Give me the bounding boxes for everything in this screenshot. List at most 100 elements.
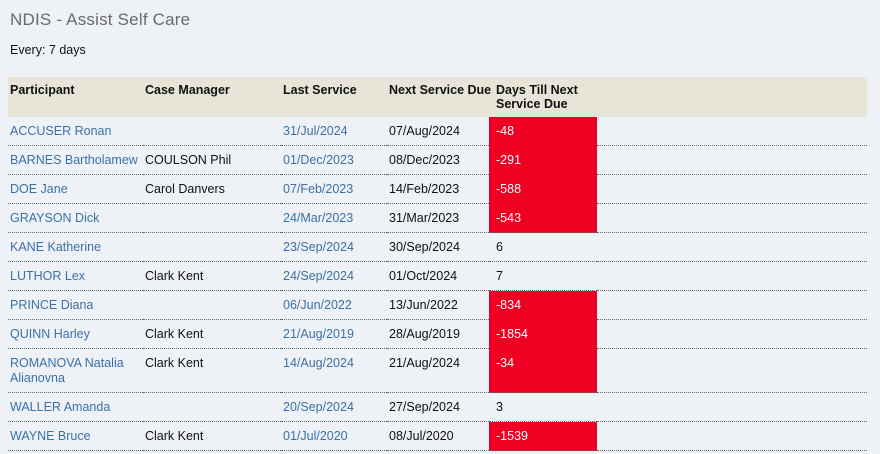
last-service-cell: 01/Dec/2023 [281,145,387,175]
next-service-due-cell: 01/Oct/2024 [387,261,489,291]
frequency-label: Every: 7 days [10,43,86,57]
filler-cell [597,392,867,422]
table-row: BARNES Bartholamew COULSON Phil 01/Dec/202… [8,145,867,175]
participant-link[interactable]: ROMANOVA Natalia Alianovna [10,356,124,385]
participant-link[interactable]: WALLER Amanda [10,400,111,414]
next-service-due-cell: 21/Aug/2024 [387,348,489,393]
participant-link[interactable]: KANE Katherine [10,240,102,254]
last-service-link[interactable]: 07/Feb/2023 [283,182,354,196]
filler-cell [597,117,867,146]
last-service-cell: 31/Jul/2024 [281,117,387,146]
last-service-cell: 20/Sep/2024 [281,392,387,422]
participant-cell: WALLER Amanda [8,392,143,422]
case-manager-cell [143,117,281,146]
participant-cell: BARNES Bartholamew [8,145,143,175]
filler-cell [597,319,867,349]
case-manager-cell [143,290,281,320]
last-service-cell: 01/Jul/2020 [281,421,387,451]
last-service-link[interactable]: 06/Jun/2022 [283,298,352,312]
case-manager-cell [143,392,281,422]
participant-cell: PRINCE Diana [8,290,143,320]
days-till-next-cell: -1854 [489,319,597,349]
service-report-table: Participant Case Manager Last Service Ne… [8,77,867,451]
last-service-link[interactable]: 20/Sep/2024 [283,400,354,414]
participant-cell: ROMANOVA Natalia Alianovna [8,348,143,393]
table-row: QUINN Harley Clark Kent 21/Aug/2019 28/Aug/… [8,319,867,349]
last-service-cell: 14/Aug/2024 [281,348,387,393]
next-service-due-cell: 30/Sep/2024 [387,232,489,262]
table-body: ACCUSER Ronan 31/Jul/2024 07/Aug/2024 -48 BA… [8,117,867,451]
participant-link[interactable]: PRINCE Diana [10,298,94,312]
next-service-due-cell: 07/Aug/2024 [387,117,489,146]
last-service-cell: 24/Mar/2023 [281,203,387,233]
days-till-next-cell: -34 [489,348,597,393]
table-row: DOE Jane Carol Danvers 07/Feb/2023 14/Feb/2… [8,174,867,204]
days-till-next-cell: -291 [489,145,597,175]
filler-cell [597,232,867,262]
table-row: LUTHOR Lex Clark Kent 24/Sep/2024 01/Oct/20… [8,261,867,291]
days-till-next-cell: 3 [489,392,597,422]
participant-link[interactable]: WAYNE Bruce [10,429,91,443]
column-header-participant: Participant [8,77,143,117]
case-manager-cell [143,232,281,262]
participant-link[interactable]: LUTHOR Lex [10,269,86,283]
filler-cell [597,145,867,175]
filler-cell [597,421,867,451]
participant-link[interactable]: DOE Jane [10,182,68,196]
last-service-cell: 07/Feb/2023 [281,174,387,204]
table-header-row: Participant Case Manager Last Service Ne… [8,77,867,117]
days-till-next-cell: 7 [489,261,597,291]
participant-link[interactable]: QUINN Harley [10,327,90,341]
filler-cell [597,174,867,204]
last-service-link[interactable]: 31/Jul/2024 [283,124,348,138]
case-manager-cell: Clark Kent [143,319,281,349]
participant-cell: QUINN Harley [8,319,143,349]
column-header-days-till-next: Days Till Next Service Due [489,77,597,117]
table-row: PRINCE Diana 06/Jun/2022 13/Jun/2022 -834 [8,290,867,320]
filler-cell [597,290,867,320]
last-service-cell: 23/Sep/2024 [281,232,387,262]
participant-cell: WAYNE Bruce [8,421,143,451]
next-service-due-cell: 28/Aug/2019 [387,319,489,349]
last-service-link[interactable]: 21/Aug/2019 [283,327,354,341]
column-header-filler [597,77,867,117]
participant-cell: GRAYSON Dick [8,203,143,233]
last-service-link[interactable]: 23/Sep/2024 [283,240,354,254]
participant-link[interactable]: BARNES Bartholamew [10,153,138,167]
column-header-case-manager: Case Manager [143,77,281,117]
case-manager-cell: Carol Danvers [143,174,281,204]
next-service-due-cell: 31/Mar/2023 [387,203,489,233]
participant-link[interactable]: ACCUSER Ronan [10,124,112,138]
next-service-due-cell: 14/Feb/2023 [387,174,489,204]
days-till-next-cell: -543 [489,203,597,233]
table-row: WAYNE Bruce Clark Kent 01/Jul/2020 08/Jul/2… [8,421,867,451]
filler-cell [597,348,867,393]
participant-cell: LUTHOR Lex [8,261,143,291]
last-service-cell: 21/Aug/2019 [281,319,387,349]
case-manager-cell: COULSON Phil [143,145,281,175]
table-row: ACCUSER Ronan 31/Jul/2024 07/Aug/2024 -48 [8,117,867,146]
table-row: KANE Katherine 23/Sep/2024 30/Sep/2024 6 [8,232,867,262]
last-service-link[interactable]: 01/Jul/2020 [283,429,348,443]
table-row: ROMANOVA Natalia Alianovna Clark Kent 14/A… [8,348,867,393]
last-service-link[interactable]: 14/Aug/2024 [283,356,354,370]
days-till-next-cell: -48 [489,117,597,146]
filler-cell [597,203,867,233]
last-service-link[interactable]: 24/Mar/2023 [283,211,354,225]
participant-link[interactable]: GRAYSON Dick [10,211,100,225]
column-header-last-service: Last Service [281,77,387,117]
days-till-next-cell: -834 [489,290,597,320]
participant-cell: KANE Katherine [8,232,143,262]
page-title: NDIS - Assist Self Care [10,10,191,29]
next-service-due-cell: 27/Sep/2024 [387,392,489,422]
last-service-link[interactable]: 01/Dec/2023 [283,153,354,167]
last-service-link[interactable]: 24/Sep/2024 [283,269,354,283]
next-service-due-cell: 08/Dec/2023 [387,145,489,175]
days-till-next-cell: 6 [489,232,597,262]
case-manager-cell: Clark Kent [143,421,281,451]
last-service-cell: 06/Jun/2022 [281,290,387,320]
days-till-next-cell: -588 [489,174,597,204]
participant-cell: DOE Jane [8,174,143,204]
table-row: WALLER Amanda 20/Sep/2024 27/Sep/2024 3 [8,392,867,422]
days-till-next-cell: -1539 [489,421,597,451]
